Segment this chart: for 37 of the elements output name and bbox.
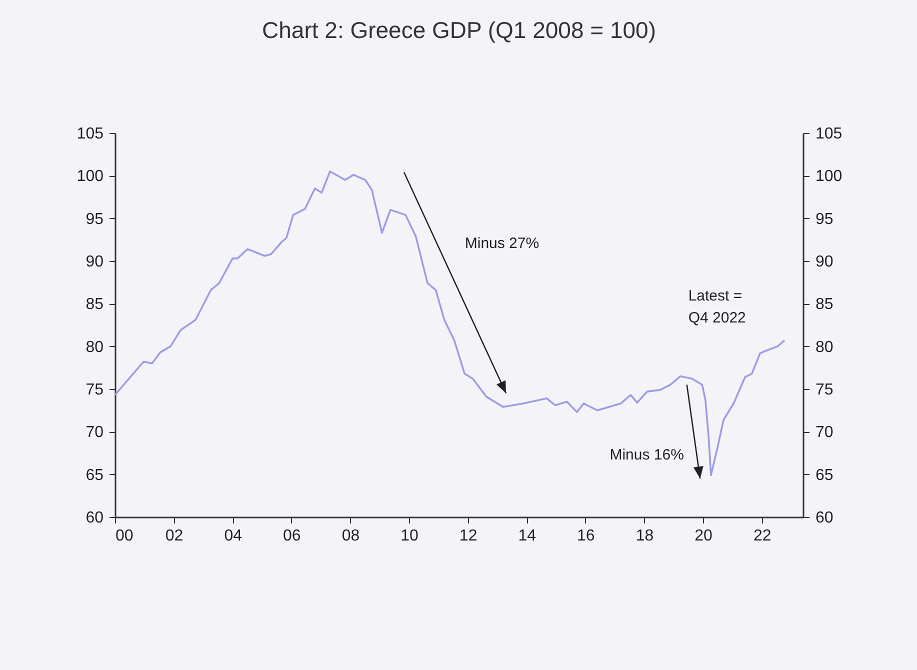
y2-tick-label: 60 xyxy=(816,510,834,526)
y-tick-label: 65 xyxy=(86,466,104,484)
y2-tick-label: 100 xyxy=(816,168,842,186)
y2-tick-label: 80 xyxy=(816,338,834,356)
annotation: Latest = Q4 2022 xyxy=(688,287,746,326)
y2-tick-label: 75 xyxy=(816,382,834,398)
y2-tick-label: 90 xyxy=(816,254,834,270)
x-tick-label: 14 xyxy=(518,528,536,544)
x-tick-label: 02 xyxy=(165,528,184,544)
y-tick-label: 85 xyxy=(86,296,104,314)
y2-tick-label: 95 xyxy=(816,210,834,228)
chart-title: Chart 2: Greece GDP (Q1 2008 = 100) xyxy=(262,17,656,43)
x-tick-label: 22 xyxy=(753,528,772,544)
x-tick-label: 04 xyxy=(224,528,242,544)
x-tick-label: 06 xyxy=(283,528,301,544)
x-tick-label: 18 xyxy=(636,528,654,544)
y2-tick-label: 70 xyxy=(816,424,834,442)
y-tick-label: 75 xyxy=(86,382,104,398)
y-tick-label: 105 xyxy=(76,126,104,142)
x-tick-label: 08 xyxy=(342,528,360,544)
line-series xyxy=(114,170,786,476)
y-tick-label: 70 xyxy=(86,424,104,442)
annotation: Minus 27% xyxy=(464,235,540,252)
y-tick-label: 60 xyxy=(86,510,104,526)
y-tick-label: 90 xyxy=(86,254,104,270)
y-tick-label: 100 xyxy=(76,168,104,186)
y2-tick-label: 105 xyxy=(816,126,842,142)
x-tick-label: 10 xyxy=(400,528,419,544)
y-tick-label: 80 xyxy=(86,338,104,356)
x-tick-label: 16 xyxy=(577,528,595,544)
x-tick-label: 00 xyxy=(116,528,134,544)
x-tick-label: 20 xyxy=(694,528,713,544)
y2-tick-label: 65 xyxy=(816,466,834,484)
annotation: Minus 16% xyxy=(610,446,684,464)
y-tick-label: 95 xyxy=(86,210,104,228)
x-tick-label: 12 xyxy=(459,528,478,544)
y2-tick-label: 85 xyxy=(816,296,834,314)
